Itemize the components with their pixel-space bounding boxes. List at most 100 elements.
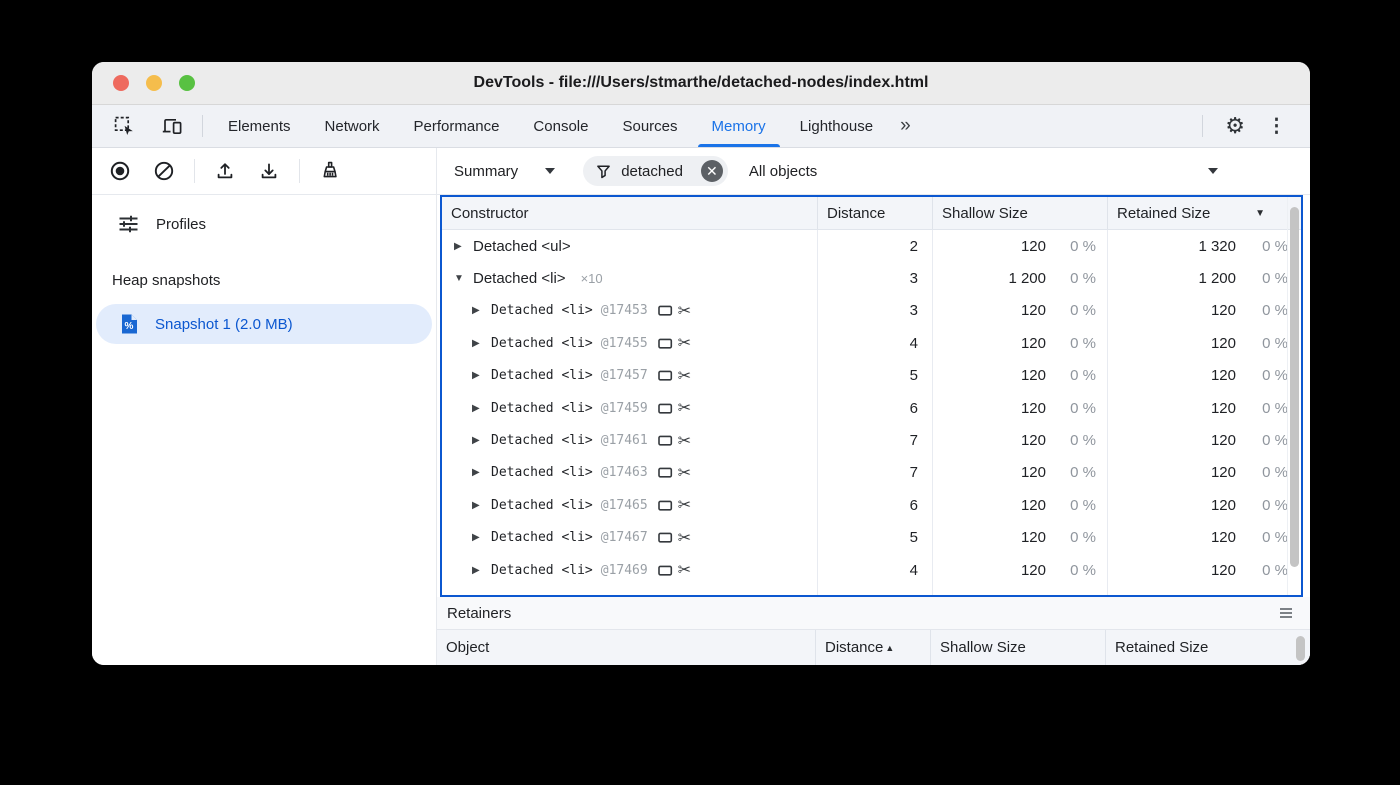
shallow-size-cell: 120 0 %	[932, 294, 1107, 328]
heap-snapshot-file-icon: %	[122, 314, 137, 334]
constructor-cell: ▶ Detached <li> @17461 ✂	[442, 424, 817, 456]
minimize-window-button[interactable]	[146, 75, 162, 91]
retained-size-cell: 120 0 %	[1107, 489, 1301, 522]
tabbar-separator	[1202, 115, 1204, 137]
object-id: @17461	[600, 433, 648, 449]
scissors-icon: ✂	[677, 365, 692, 385]
retainers-header-row: Object Distance ▲ Shallow Size Retained …	[437, 630, 1310, 665]
expand-twisty-icon[interactable]: ▶	[472, 402, 480, 414]
constructor-cell: ▶ Detached <li> @17453 ✂	[442, 295, 817, 327]
heap-row[interactable]: ▶ Detached <ul> 2 120 0 % 1 320 0 %	[442, 230, 1301, 263]
tab-elements[interactable]: Elements	[228, 117, 291, 135]
expand-twisty-icon[interactable]: ▶	[472, 305, 480, 317]
scissors-icon: ✂	[677, 495, 692, 515]
heap-row[interactable]: ▶ Detached <li> @17467 ✂ 5 120 0 % 120 0 %	[442, 521, 1301, 554]
perspective-select[interactable]: Summary	[450, 163, 559, 180]
expand-twisty-icon[interactable]: ▶	[472, 499, 480, 511]
tab-performance[interactable]: Performance	[413, 117, 500, 135]
distance-cell: 6	[817, 489, 932, 522]
heap-row[interactable]: ▶ Detached <li> @17465 ✂ 6 120 0 % 120 0 %	[442, 489, 1301, 522]
object-id: @17455	[600, 335, 648, 351]
heap-row[interactable]: ▶ Detached <li> @17463 ✂ 7 120 0 % 120 0 %	[442, 456, 1301, 490]
clear-filter-icon[interactable]: ✕	[700, 160, 723, 182]
filter-funnel-icon	[597, 165, 611, 178]
sidebar-item-snapshot-1[interactable]: % Snapshot 1 (2.0 MB)	[96, 304, 432, 344]
column-header-retained-size[interactable]: Retained Size ▼	[1107, 197, 1301, 229]
column-header-distance[interactable]: Distance ▲	[815, 630, 930, 665]
heap-row[interactable]: ▶ Detached <li> @17469 ✂ 4 120 0 % 120 0 %	[442, 553, 1301, 587]
constructor-label: Detached <li>	[491, 433, 593, 449]
tab-console[interactable]: Console	[533, 117, 589, 135]
distance-cell: 2	[817, 230, 932, 263]
heap-row[interactable]: ▶ Detached <li> @17461 ✂ 7 120 0 % 120 0 %	[442, 424, 1301, 457]
sort-asc-icon: ▲	[885, 642, 895, 653]
shallow-size-cell: 120 0 %	[932, 521, 1107, 554]
object-filter-value: All objects	[748, 162, 818, 180]
settings-gear-icon[interactable]: ⚙	[1225, 113, 1245, 138]
tab-network[interactable]: Network	[324, 117, 380, 135]
device-toolbar-icon[interactable]	[156, 110, 188, 142]
tab-lighthouse[interactable]: Lighthouse	[799, 117, 874, 135]
object-id: @17465	[600, 497, 648, 513]
retained-size-cell: 120 0 %	[1107, 327, 1301, 360]
retainers-menu-icon[interactable]	[1278, 607, 1294, 619]
record-heap-snapshot-icon[interactable]	[104, 155, 136, 187]
column-header-constructor[interactable]: Constructor	[451, 204, 529, 222]
column-header-distance[interactable]: Distance	[817, 197, 932, 229]
snapshot-view-toolbar: Summary detached ✕ All objects	[437, 148, 1310, 194]
tab-memory[interactable]: Memory	[695, 105, 783, 147]
retained-size-cell: 120 0 %	[1107, 521, 1301, 554]
close-window-button[interactable]	[113, 75, 129, 91]
column-header-shallow-size[interactable]: Shallow Size	[932, 197, 1107, 229]
constructor-label: Detached <li>	[491, 497, 593, 513]
retained-size-cell: 120 0 %	[1107, 424, 1301, 457]
expand-twisty-icon[interactable]: ▶	[472, 435, 480, 447]
inspect-element-icon[interactable]	[108, 110, 140, 142]
heap-row[interactable]: ▶ Detached <li> @17457 ✂ 5 120 0 % 120 0 %	[442, 359, 1301, 392]
collect-garbage-broom-icon[interactable]	[314, 155, 346, 187]
more-tabs-icon[interactable]: »	[900, 115, 911, 136]
heap-row[interactable]: ▶ Detached <li> @17453 ✂ 3 120 0 % 120 0 %	[442, 294, 1301, 328]
titlebar[interactable]: DevTools - file:///Users/stmarthe/detach…	[92, 62, 1310, 105]
scissors-icon: ✂	[677, 430, 692, 450]
heap-row-partial[interactable]: ✂	[442, 586, 1301, 595]
constructor-cell: ▶ Detached <li> @17457 ✂	[442, 360, 817, 392]
scissors-icon: ✂	[677, 560, 692, 580]
retainers-scrollbar-thumb[interactable]	[1296, 636, 1305, 661]
heap-row[interactable]: ▶ Detached <li> @17455 ✂ 4 120 0 % 120 0 %	[442, 327, 1301, 360]
sidebar-item-profiles[interactable]: Profiles	[92, 207, 436, 241]
object-id: @17453	[600, 303, 648, 319]
expand-twisty-icon[interactable]: ▶	[454, 240, 462, 252]
window-title: DevTools - file:///Users/stmarthe/detach…	[473, 74, 929, 91]
clear-profiles-icon[interactable]	[148, 155, 180, 187]
expand-twisty-icon[interactable]: ▶	[472, 337, 480, 349]
column-header-retained-size[interactable]: Retained Size	[1105, 630, 1310, 665]
reveal-rect-icon	[657, 500, 672, 511]
scrollbar-thumb[interactable]	[1289, 207, 1299, 567]
vertical-scrollbar[interactable]	[1287, 197, 1301, 595]
heap-row[interactable]: ▶ Detached <li> @17459 ✂ 6 120 0 % 120 0 %	[442, 391, 1301, 425]
tab-sources[interactable]: Sources	[622, 117, 678, 135]
save-profile-icon[interactable]	[209, 155, 241, 187]
expand-twisty-icon[interactable]: ▶	[472, 532, 480, 544]
reveal-rect-icon	[657, 532, 672, 543]
constructor-cell: ▶ Detached <li> @17465 ✂	[442, 489, 817, 521]
expand-twisty-icon[interactable]: ▶	[472, 564, 480, 576]
expand-twisty-icon[interactable]: ▶	[472, 370, 480, 382]
devtools-window: DevTools - file:///Users/stmarthe/detach…	[92, 62, 1310, 665]
heap-row[interactable]: ▼ Detached <li> ×10 3 1 200 0 % 1 200 0 %	[442, 262, 1301, 295]
reveal-rect-icon	[657, 565, 672, 576]
class-filter[interactable]: detached ✕	[583, 156, 728, 186]
kebab-menu-icon[interactable]: ⋮	[1267, 115, 1286, 137]
object-id: @17459	[600, 400, 648, 416]
shallow-size-cell: 1 200 0 %	[932, 262, 1107, 295]
load-profile-icon[interactable]	[253, 155, 285, 187]
constructor-cell: ▶ Detached <li> @17455 ✂	[442, 327, 817, 359]
column-header-object[interactable]: Object	[446, 639, 490, 656]
maximize-window-button[interactable]	[179, 75, 195, 91]
column-header-shallow-size[interactable]: Shallow Size	[930, 630, 1105, 665]
expand-twisty-icon[interactable]: ▶	[472, 467, 480, 479]
object-filter-select[interactable]: All objects	[728, 163, 1310, 180]
collapse-twisty-icon[interactable]: ▼	[454, 273, 464, 285]
object-id: @17467	[600, 530, 648, 546]
